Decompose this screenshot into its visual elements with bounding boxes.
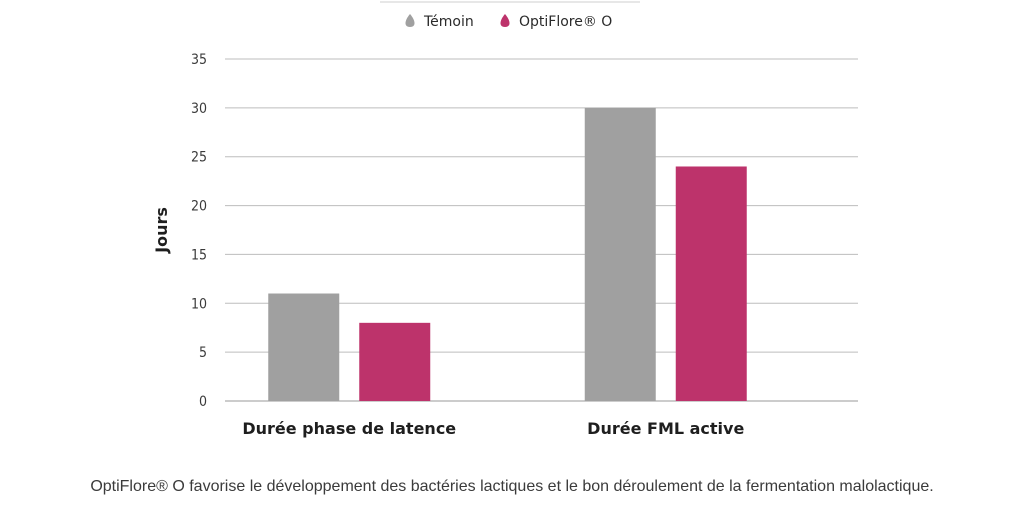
y-axis-label: Jours	[152, 207, 171, 254]
x-axis-categories: Durée phase de latence Durée FML active	[242, 419, 744, 438]
x-category-label: Durée phase de latence	[242, 419, 456, 438]
y-tick-label: 35	[191, 52, 207, 68]
y-tick-label: 0	[199, 394, 207, 410]
y-tick-label: 15	[191, 247, 207, 263]
legend-label: OptiFlore® O	[519, 14, 612, 30]
y-tick-label: 30	[191, 101, 207, 117]
bar	[584, 107, 656, 401]
bar	[268, 293, 340, 401]
y-axis-ticks: 0 5 10 15 20 25 30 35	[191, 52, 207, 410]
y-tick-label: 20	[191, 199, 207, 215]
legend-item: OptiFlore® O	[500, 14, 612, 30]
y-tick-label: 10	[191, 296, 207, 312]
bar-chart: Témoin OptiFlore® O 0 5 10 15 20 25 30 35 Durée …	[152, 1, 858, 438]
x-category-label: Durée FML active	[587, 419, 744, 438]
drop-icon	[500, 14, 510, 27]
bar	[675, 166, 747, 401]
bar	[359, 322, 431, 401]
y-tick-label: 5	[199, 345, 207, 361]
chart-caption: OptiFlore® O favorise le développement d…	[90, 478, 934, 495]
legend-label: Témoin	[423, 14, 474, 30]
legend: Témoin OptiFlore® O	[405, 14, 612, 30]
bars	[268, 107, 747, 401]
drop-icon	[405, 14, 415, 27]
legend-item: Témoin	[405, 14, 474, 30]
y-tick-label: 25	[191, 150, 207, 166]
